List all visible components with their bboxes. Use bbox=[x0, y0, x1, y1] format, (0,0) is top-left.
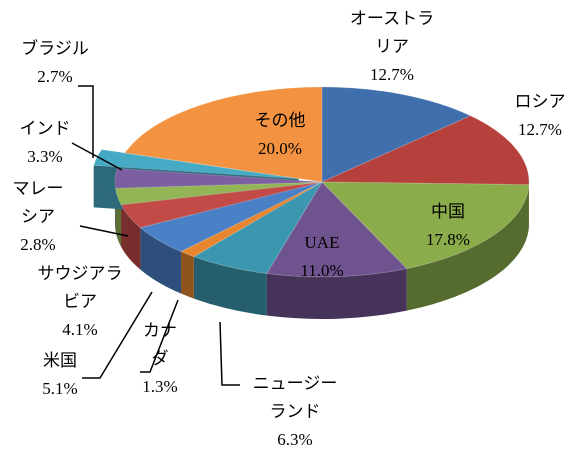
label-line: リア bbox=[375, 37, 409, 56]
slice-side bbox=[140, 227, 182, 294]
slice bbox=[114, 168, 323, 189]
value-label: 17.8% bbox=[426, 230, 470, 249]
slice bbox=[114, 181, 323, 206]
label-line: サウジアラ bbox=[38, 264, 123, 283]
category-label: ニュージーランド bbox=[253, 374, 338, 421]
value-label: 4.1% bbox=[62, 320, 97, 339]
value-label: 12.7% bbox=[518, 120, 562, 139]
category-label: 米国 bbox=[43, 351, 77, 370]
category-label: カナダ bbox=[143, 321, 177, 368]
value-label: 5.1% bbox=[42, 379, 77, 398]
leader-line bbox=[71, 142, 123, 171]
label-line: ブラジル bbox=[21, 38, 89, 58]
leader-line bbox=[79, 225, 129, 237]
value-label: 11.0% bbox=[300, 261, 343, 280]
slice bbox=[321, 115, 530, 186]
slice bbox=[265, 181, 408, 278]
label-line: マレー bbox=[13, 179, 64, 198]
label-line: ビア bbox=[63, 292, 97, 311]
value-label: 12.7% bbox=[370, 65, 414, 84]
category-label: UAE bbox=[305, 233, 340, 252]
label-line: オーストラ bbox=[350, 9, 434, 28]
slice-side bbox=[193, 256, 267, 316]
slice-side bbox=[406, 184, 529, 311]
label-line: ロシア bbox=[515, 92, 566, 111]
value-label: 2.7% bbox=[37, 67, 72, 86]
value-label: 6.3% bbox=[277, 430, 312, 449]
slice bbox=[93, 149, 299, 180]
leader-line bbox=[82, 291, 153, 379]
label-line: その他 bbox=[255, 111, 306, 130]
value-label: 3.3% bbox=[27, 147, 62, 166]
category-label: ブラジル bbox=[21, 38, 89, 58]
value-label: 2.8% bbox=[20, 235, 55, 254]
value-label: 1.3% bbox=[142, 377, 177, 396]
value-label: 20.0% bbox=[258, 139, 302, 158]
top-faces bbox=[93, 86, 530, 278]
label-line: ランド bbox=[270, 402, 321, 421]
category-label: インド bbox=[20, 119, 71, 138]
slice-side bbox=[181, 251, 194, 299]
category-label: 中国 bbox=[431, 202, 465, 221]
category-label: ロシア bbox=[515, 92, 566, 111]
label-line: ダ bbox=[152, 349, 169, 368]
slice bbox=[120, 181, 323, 229]
label-line: カナ bbox=[143, 321, 177, 340]
category-label: オーストラリア bbox=[350, 9, 434, 56]
leader-line bbox=[78, 85, 94, 158]
slice bbox=[124, 86, 323, 183]
label-line: 米国 bbox=[43, 351, 77, 370]
slice-side bbox=[266, 268, 407, 319]
category-label: その他 bbox=[255, 111, 306, 130]
label-line: シア bbox=[21, 207, 55, 226]
slice bbox=[179, 181, 323, 258]
leader-line bbox=[140, 299, 179, 373]
slice-side bbox=[121, 204, 141, 270]
slice bbox=[192, 181, 323, 275]
category-label: マレーシア bbox=[13, 179, 64, 226]
slice bbox=[139, 181, 323, 253]
slice bbox=[321, 86, 472, 183]
label-line: UAE bbox=[305, 233, 340, 252]
leader-line bbox=[219, 321, 240, 386]
slice bbox=[320, 181, 530, 270]
label-line: 中国 bbox=[431, 202, 465, 221]
category-label: サウジアラビア bbox=[38, 264, 123, 311]
label-line: インド bbox=[20, 119, 71, 138]
leader-lines bbox=[71, 85, 240, 386]
label-line: ニュージー bbox=[253, 374, 338, 393]
